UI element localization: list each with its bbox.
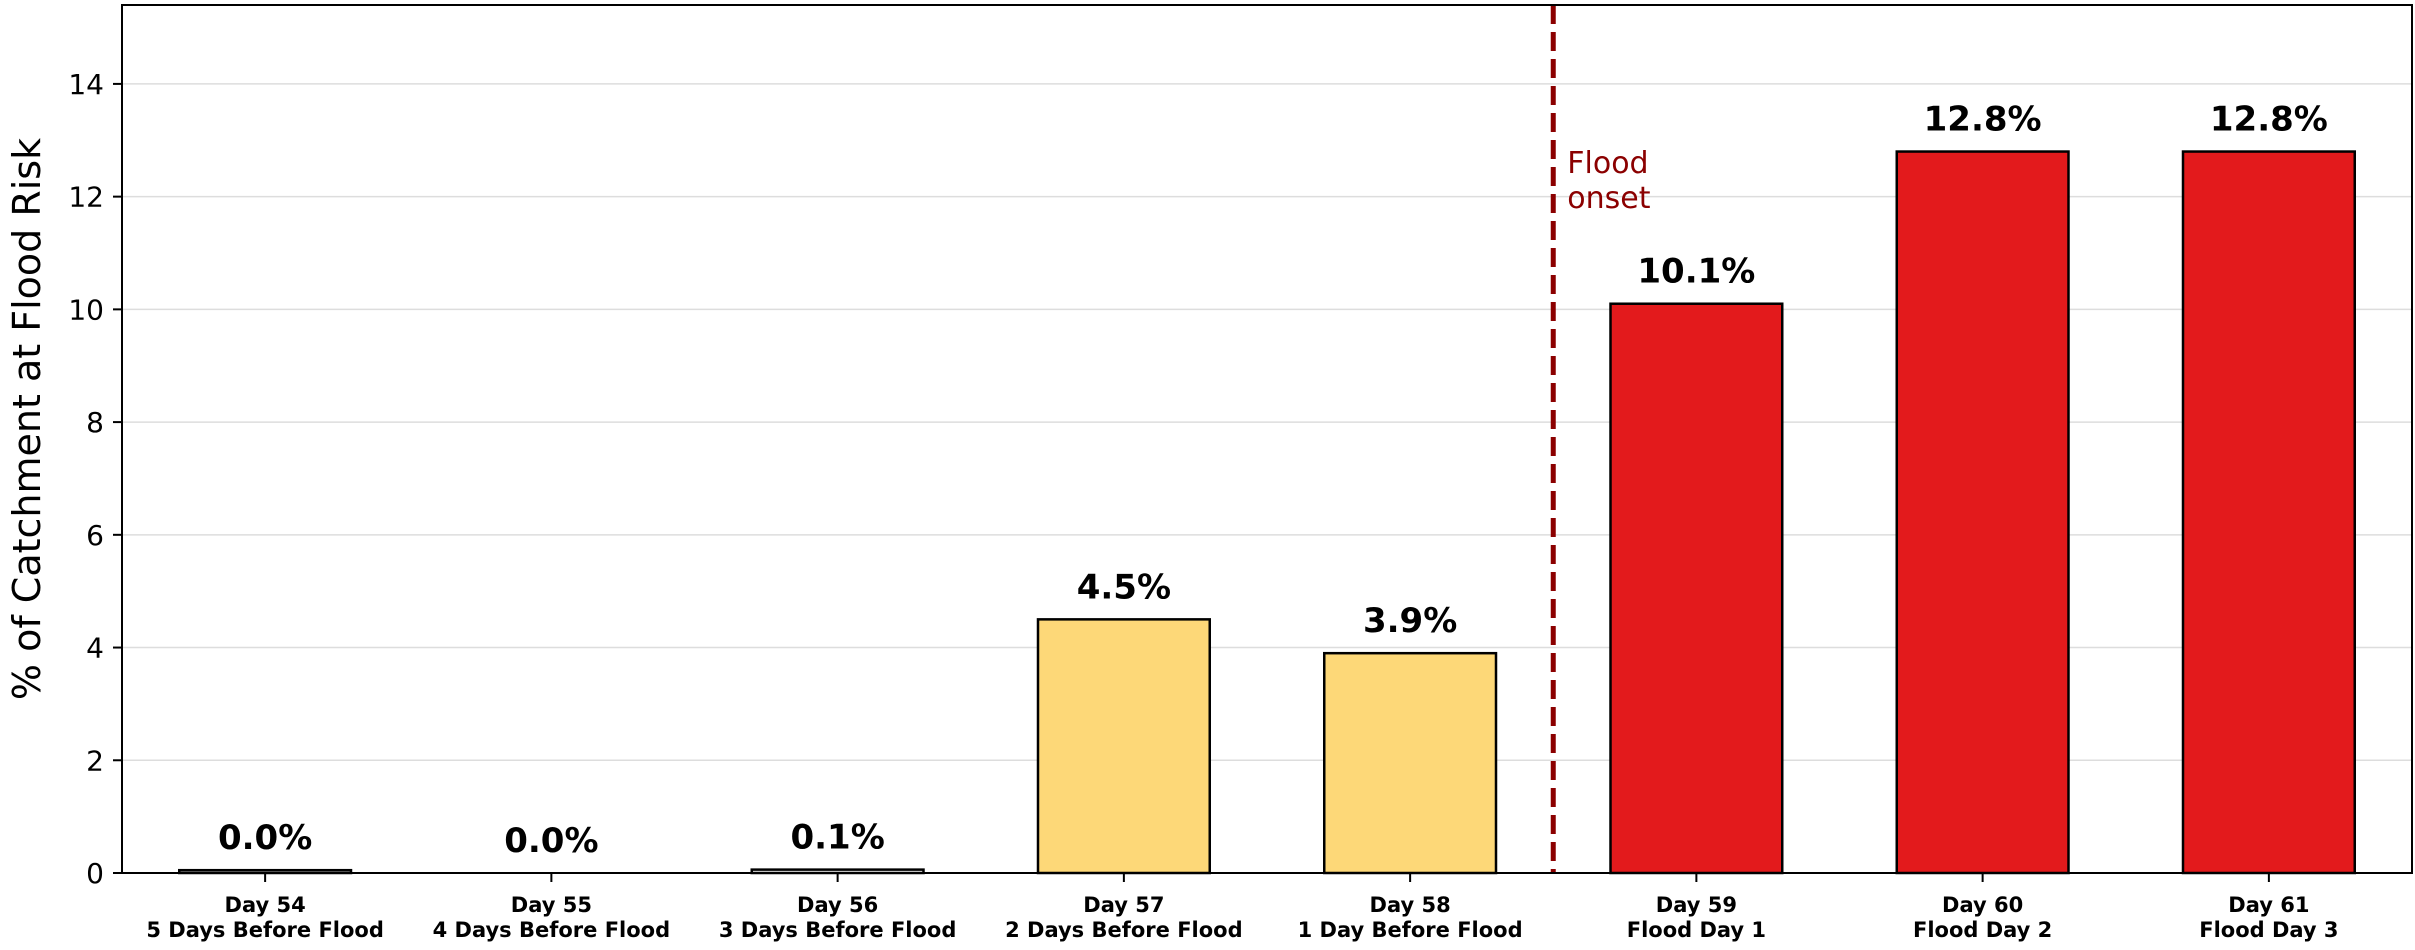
- x-tick-label: Day 58: [1370, 893, 1451, 917]
- x-tick-label: Day 56: [797, 893, 878, 917]
- y-axis-label: % of Catchment at Flood Risk: [5, 138, 49, 700]
- x-tick-label: Flood Day 3: [2199, 918, 2338, 942]
- x-tick-label: Flood Day 1: [1627, 918, 1766, 942]
- data-label: 3.9%: [1363, 601, 1457, 641]
- data-label: 10.1%: [1637, 252, 1755, 292]
- bar: [1323, 651, 1498, 875]
- y-tick-label: 6: [86, 519, 104, 552]
- flood-onset-annotation: Flood: [1567, 146, 1648, 181]
- y-tick-label: 14: [68, 68, 104, 101]
- bar: [1036, 618, 1211, 875]
- x-tick-label: Day 60: [1942, 893, 2023, 917]
- data-label: 0.1%: [790, 818, 884, 858]
- value-labels: 0.0% 0.0% 0.1% 4.5% 3.9% 10.1% 12.8% 12.8%: [218, 100, 2328, 861]
- data-label: 12.8%: [1924, 100, 2042, 140]
- flood-onset-annotation: onset: [1567, 181, 1650, 216]
- gridlines: [122, 83, 2412, 762]
- data-label: 4.5%: [1077, 567, 1171, 607]
- plot-frame: [121, 4, 2413, 874]
- x-tick-label: 2 Days Before Flood: [1005, 918, 1243, 942]
- x-tick-label: 3 Days Before Flood: [719, 918, 957, 942]
- x-tick-label: 5 Days Before Flood: [146, 918, 384, 942]
- x-axis-ticks: Day 545 Days Before Flood Day 554 Days Be…: [146, 873, 2339, 942]
- x-tick-label: 1 Day Before Flood: [1298, 918, 1523, 942]
- y-tick-label: 0: [86, 857, 104, 890]
- bar: [1895, 150, 2070, 875]
- y-tick-label: 4: [86, 632, 104, 665]
- x-tick-label: Day 57: [1083, 893, 1164, 917]
- x-tick-label: Day 61: [2228, 893, 2309, 917]
- data-label: 0.0%: [504, 821, 598, 861]
- x-tick-label: Flood Day 2: [1913, 918, 2052, 942]
- bar: [1609, 302, 1784, 875]
- y-tick-label: 8: [86, 406, 104, 439]
- data-label: 0.0%: [218, 818, 312, 858]
- data-label: 12.8%: [2210, 100, 2328, 140]
- x-tick-label: 4 Days Before Flood: [433, 918, 671, 942]
- x-tick-label: Day 59: [1656, 893, 1737, 917]
- y-tick-label: 10: [68, 293, 104, 326]
- y-tick-label: 12: [68, 181, 104, 214]
- x-tick-label: Day 54: [225, 893, 306, 917]
- y-tick-label: 2: [86, 744, 104, 777]
- bar: [2181, 150, 2356, 875]
- bars: [178, 150, 2356, 875]
- x-tick-label: Day 55: [511, 893, 592, 917]
- y-axis-ticks: 0 2 4 6 8 10 12 14: [68, 68, 122, 890]
